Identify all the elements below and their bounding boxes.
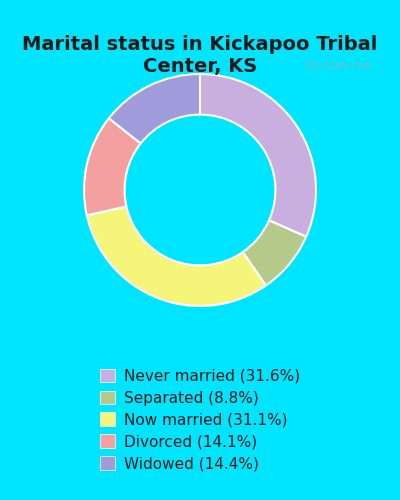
- Wedge shape: [109, 74, 200, 144]
- Text: Marital status in Kickapoo Tribal
Center, KS: Marital status in Kickapoo Tribal Center…: [22, 35, 378, 76]
- Wedge shape: [200, 74, 316, 236]
- Legend: Never married (31.6%), Separated (8.8%), Now married (31.1%), Divorced (14.1%), : Never married (31.6%), Separated (8.8%),…: [100, 368, 300, 472]
- Wedge shape: [84, 118, 141, 216]
- Wedge shape: [87, 206, 266, 306]
- Text: City-Data.com: City-Data.com: [303, 61, 373, 71]
- Wedge shape: [243, 220, 306, 286]
